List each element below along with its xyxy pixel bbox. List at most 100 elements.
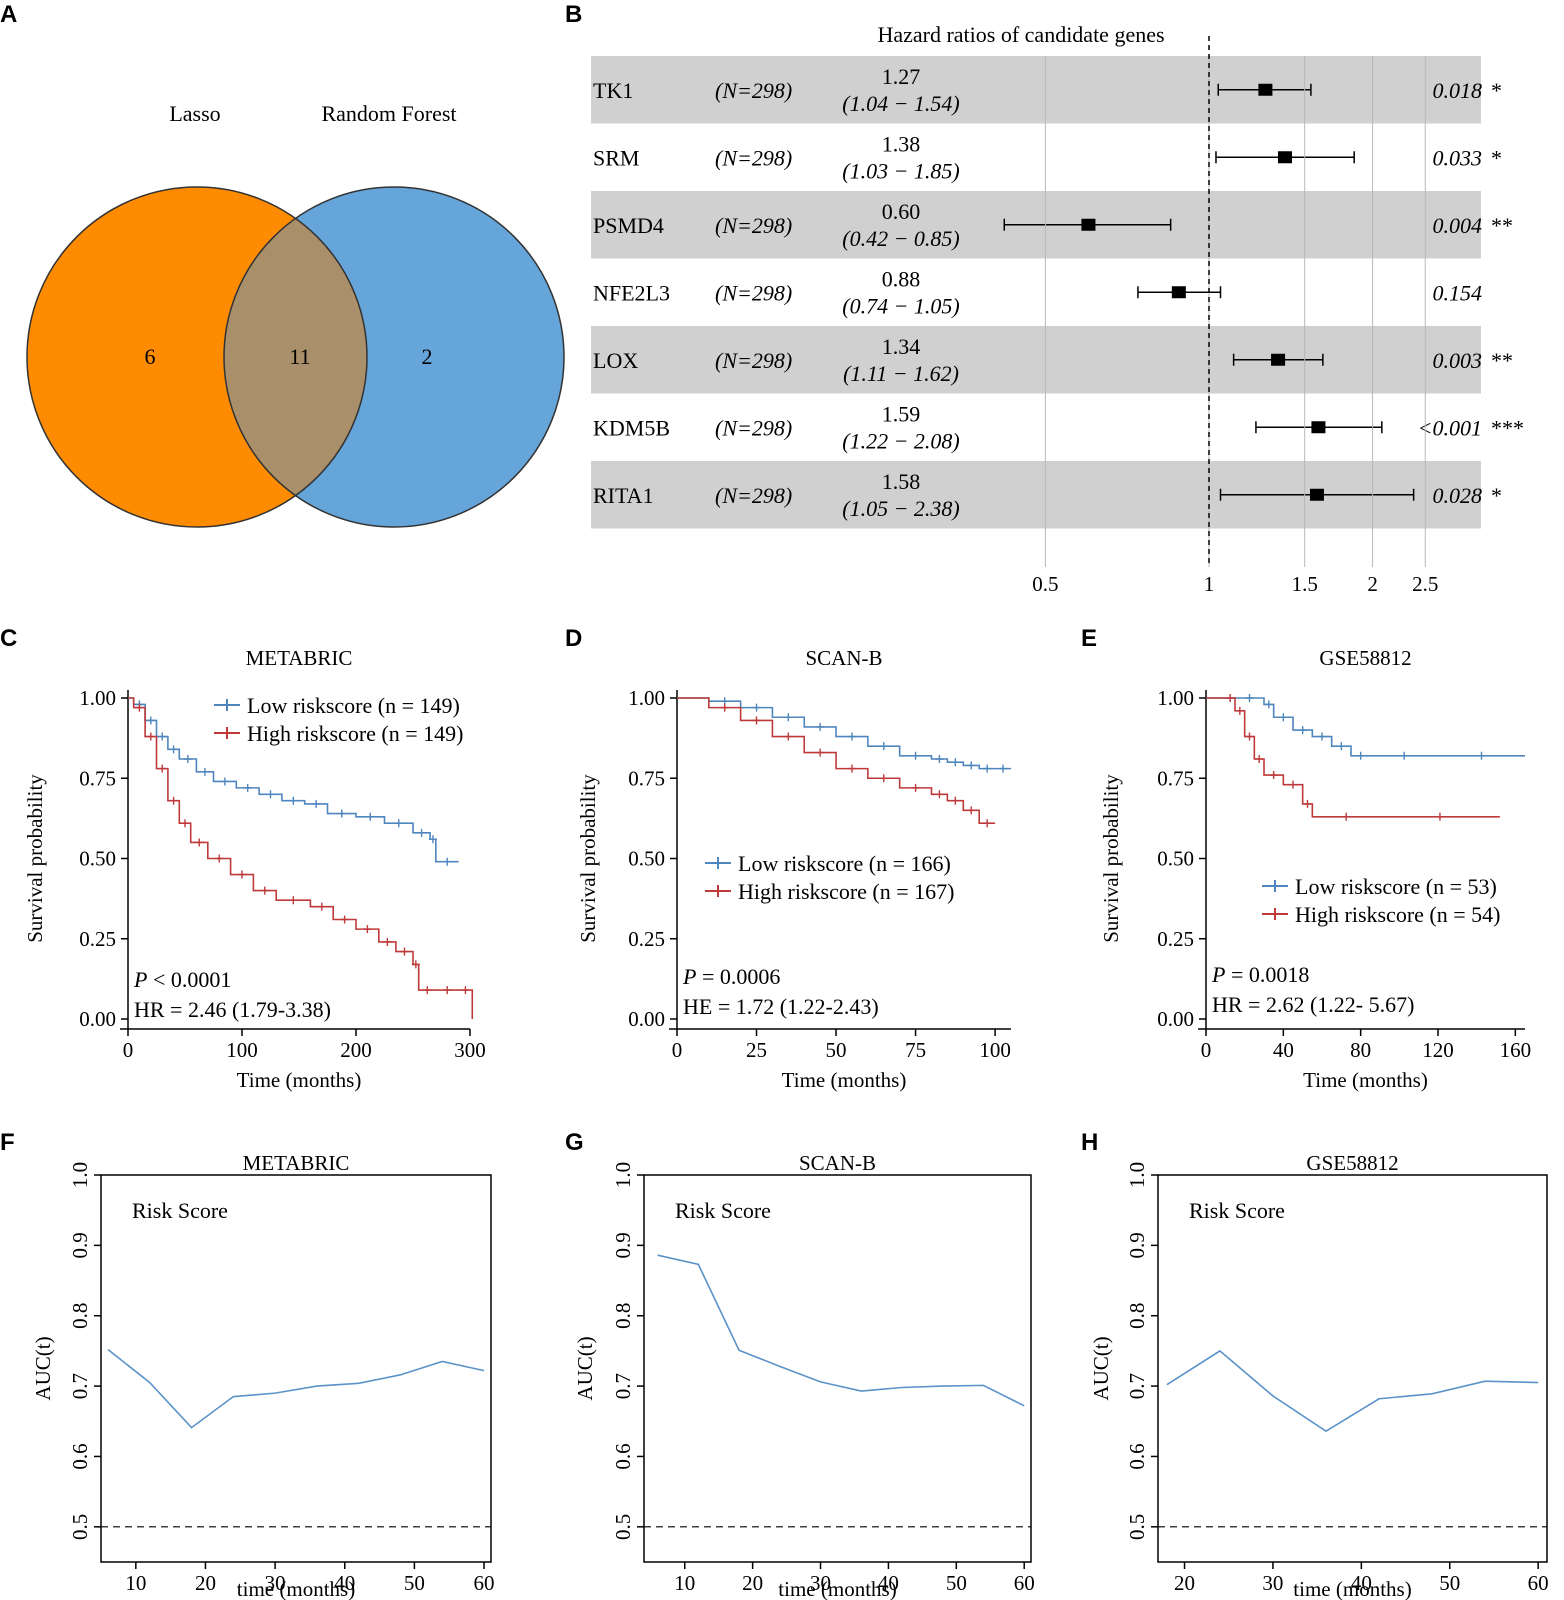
x-tick-label: 40 (1351, 1571, 1372, 1595)
y-tick-label: 0.25 (628, 927, 665, 951)
chart-title: METABRIC (246, 646, 353, 670)
censor-mark (169, 796, 178, 805)
plot-frame (1157, 1174, 1548, 1563)
censor-mark (752, 703, 761, 712)
forest-significance: * (1491, 145, 1502, 170)
censor-mark (1226, 694, 1235, 702)
x-tick-label: 30 (810, 1571, 831, 1595)
series-line (107, 1348, 485, 1429)
forest-gene-name: PSMD4 (593, 213, 664, 238)
x-tick-label: 60 (1528, 1571, 1549, 1595)
censor-mark (879, 774, 888, 783)
forest-ci-value: (1.11 − 1.62) (843, 361, 959, 386)
censor-mark (243, 783, 252, 792)
panel-e: E GSE58812 0 40 80 120 160 0.00 0.25 0.50 0.75 1.00… (1081, 625, 1531, 1092)
forest-hr-value: 1.27 (882, 64, 921, 89)
forest-significance: ** (1491, 213, 1513, 238)
censor-mark (951, 758, 960, 767)
censor-mark (443, 857, 452, 866)
panel-label: C (0, 625, 17, 652)
censor-mark (400, 947, 409, 956)
censor-mark (1342, 812, 1351, 821)
forest-n: (N=298) (715, 348, 792, 373)
forest-hr-point (1171, 286, 1186, 299)
hr-annotation: HR = 2.62 (1.22- 5.67) (1212, 992, 1414, 1017)
censor-mark (135, 703, 144, 712)
venn-outline-random-forest (223, 186, 565, 528)
y-tick-label: 1.0 (1125, 1162, 1149, 1188)
p-value-annotation: P = 0.0006 (682, 964, 780, 989)
panel-label: H (1081, 1129, 1098, 1156)
venn-outline-lasso (26, 186, 368, 528)
x-tick-label: 60 (1014, 1571, 1035, 1595)
forest-hr-value: 0.88 (882, 266, 921, 291)
censor-mark (428, 835, 437, 844)
y-axis-label: Survival probability (576, 774, 600, 943)
censor-mark (879, 742, 888, 751)
forest-tick-label: 1.5 (1292, 572, 1318, 596)
legend-label: Risk Score (1189, 1198, 1285, 1223)
censor-mark (720, 703, 729, 712)
x-tick-label: 40 (1273, 1038, 1294, 1062)
y-tick-label: 0.5 (1125, 1514, 1149, 1540)
forest-n: (N=298) (715, 483, 792, 508)
y-tick-label: 0.50 (628, 847, 665, 871)
forest-hr-point (1311, 421, 1326, 434)
forest-p-value: 0.033 (1433, 145, 1483, 170)
censor-mark (340, 915, 349, 924)
censor-mark (158, 764, 167, 773)
legend-label: Risk Score (132, 1198, 228, 1223)
forest-tick-label: 2.5 (1412, 572, 1438, 596)
censor-mark (1337, 742, 1346, 751)
censor-mark (200, 767, 209, 776)
forest-ci-value: (1.04 − 1.54) (842, 91, 960, 116)
x-tick-label: 30 (1262, 1571, 1283, 1595)
p-value-annotation: P < 0.0001 (133, 967, 231, 992)
p-value-annotation: P = 0.0018 (1211, 962, 1309, 987)
censor-mark (289, 896, 298, 905)
x-tick-label: 75 (905, 1038, 926, 1062)
censor-mark (1435, 812, 1444, 821)
censor-mark (1400, 751, 1409, 760)
y-axis-label: AUC(t) (573, 1336, 597, 1400)
series-line (657, 1254, 1025, 1407)
censor-mark (146, 732, 155, 741)
x-tick-label: 160 (1500, 1038, 1532, 1062)
panel-c: C METABRIC 0 100 200 300 0.00 0.25 0.50 0.75 1.00 T… (0, 625, 486, 1092)
censor-mark (983, 764, 992, 773)
censor-mark (1477, 751, 1486, 760)
x-tick-label: 25 (746, 1038, 767, 1062)
censor-mark (967, 761, 976, 770)
chart-title: SCAN-B (799, 1151, 876, 1175)
x-axis-label: time (months) (1293, 1577, 1411, 1600)
panel-b: B Hazard ratios of candidate genes TK1 (N… (565, 1, 1524, 596)
censor-mark (911, 751, 920, 760)
censor-mark (337, 809, 346, 818)
forest-p-value: 0.003 (1433, 348, 1483, 373)
forest-hr-point (1271, 353, 1286, 366)
y-axis-label: AUC(t) (31, 1336, 55, 1400)
censor-mark (1356, 751, 1365, 760)
censor-mark (181, 819, 189, 828)
panel-label-b: B (565, 1, 582, 28)
y-tick-label: 0.00 (1157, 1007, 1194, 1031)
censor-mark (411, 960, 420, 969)
y-tick-label: 1.0 (611, 1162, 635, 1188)
series-line (677, 697, 1011, 770)
forest-ci-value: (1.05 − 2.38) (842, 496, 960, 521)
forest-hr-value: 0.60 (882, 199, 921, 224)
forest-significance: * (1491, 483, 1502, 508)
y-tick-label: 1.00 (79, 686, 116, 710)
censor-mark (195, 838, 204, 847)
censor-mark (366, 812, 375, 821)
censor-mark (951, 796, 960, 805)
censor-mark (158, 732, 167, 741)
y-tick-label: 1.00 (628, 686, 665, 710)
forest-p-value: 0.004 (1433, 213, 1483, 238)
forest-rows: TK1 (N=298) 1.27(1.04 − 1.54) 0.018 * SRM (N=2… (591, 56, 1524, 529)
chart-title: GSE58812 (1319, 646, 1411, 670)
y-tick-label: 0.6 (68, 1443, 92, 1469)
venn-set1-label: Lasso (169, 101, 220, 126)
x-tick-label: 20 (195, 1571, 216, 1595)
